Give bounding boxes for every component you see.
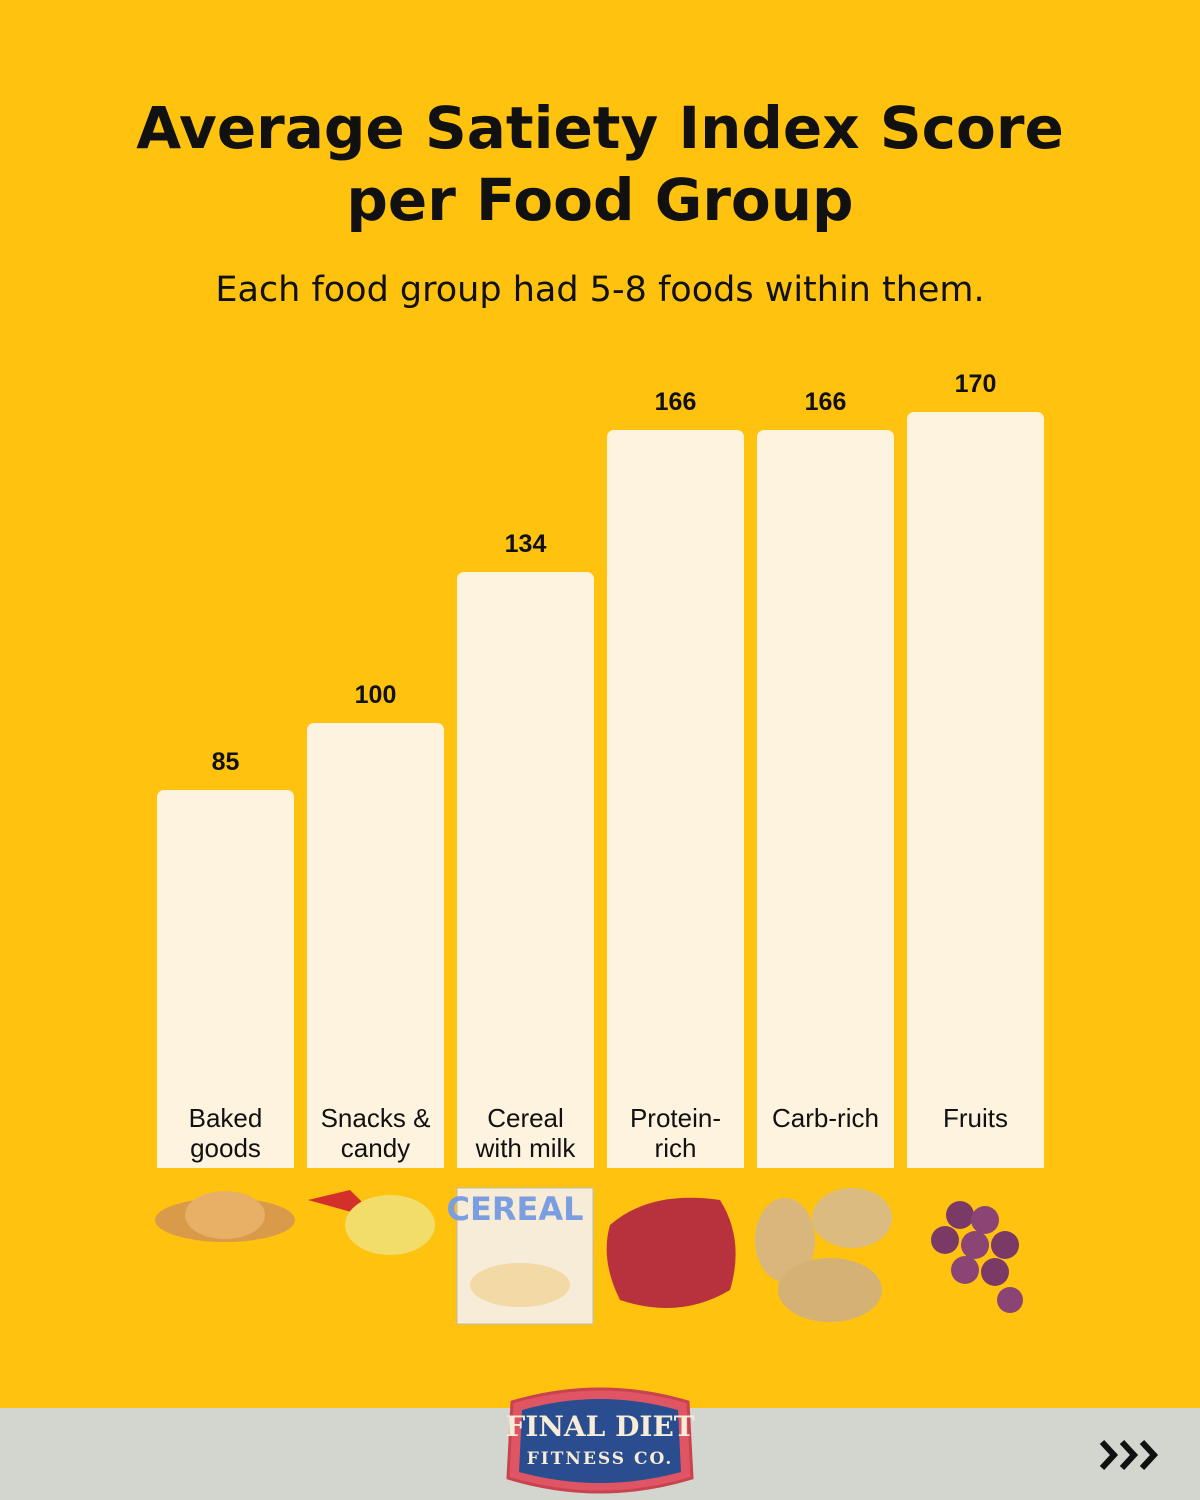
svg-text:CEREAL: CEREAL xyxy=(447,1190,584,1228)
bar xyxy=(757,429,894,1168)
croissant-icon xyxy=(155,1191,295,1242)
value-label: 170 xyxy=(954,370,997,398)
steak-icon xyxy=(606,1197,736,1308)
bar xyxy=(307,723,444,1168)
potato-icon xyxy=(755,1188,892,1322)
chart-subtitle: Each food group had 5-8 foods within the… xyxy=(215,270,985,310)
value-label: 166 xyxy=(804,387,847,416)
value-label: 100 xyxy=(354,681,397,710)
cereal-icon: CEREAL xyxy=(447,1187,594,1325)
bar xyxy=(907,412,1044,1168)
next-arrows[interactable] xyxy=(1098,1438,1168,1472)
brand-line2: FITNESS CO. xyxy=(527,1449,674,1469)
grapes-icon xyxy=(931,1201,1023,1313)
value-label: 134 xyxy=(504,530,547,559)
value-label: 85 xyxy=(211,748,240,776)
value-label: 166 xyxy=(654,387,697,416)
category-label: Cereal with milk xyxy=(475,1103,576,1163)
bar xyxy=(457,572,594,1168)
food-icons: CEREAL xyxy=(155,1187,1023,1325)
category-label: Snacks & candy xyxy=(320,1103,431,1163)
category-label: Baked goods xyxy=(188,1103,263,1163)
chart-title: Average Satiety Index Score per Food Gro… xyxy=(136,94,1064,234)
brand-line1: FINAL DIET xyxy=(505,1410,694,1443)
bar xyxy=(157,790,294,1168)
category-label: Carb-rich xyxy=(772,1103,879,1133)
chips-icon xyxy=(308,1190,435,1255)
category-label: Protein-rich xyxy=(629,1103,722,1163)
category-label: Fruits xyxy=(943,1103,1008,1133)
brand-logo: FINAL DIET FITNESS CO. xyxy=(505,1387,695,1494)
bar xyxy=(607,429,744,1168)
